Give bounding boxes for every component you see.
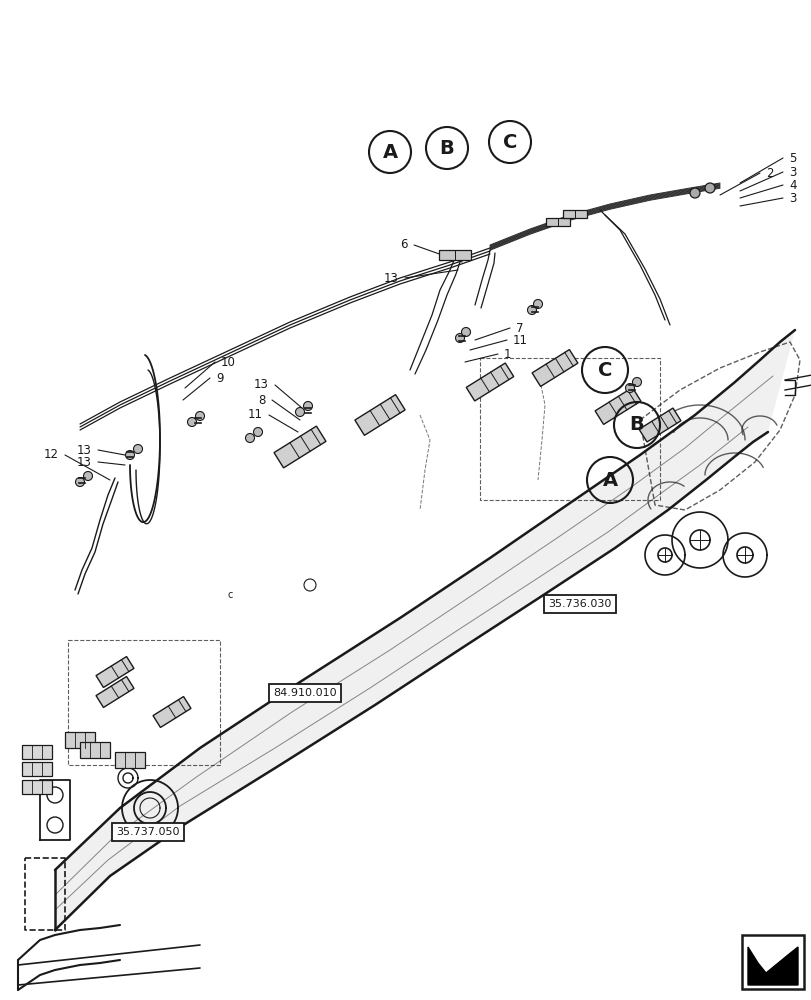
Text: 10: 10 [221,356,235,368]
Text: 2: 2 [765,167,773,180]
Text: 3: 3 [788,166,796,179]
Text: 7: 7 [515,322,523,334]
Text: 35.736.030: 35.736.030 [547,599,611,609]
Polygon shape [354,395,405,435]
Bar [562,210,586,218]
Text: B: B [629,416,644,434]
Circle shape [187,418,196,426]
Text: C: C [502,133,517,152]
Polygon shape [466,363,513,401]
Polygon shape [96,657,134,687]
Circle shape [133,444,142,454]
Bar [545,218,569,226]
Polygon shape [273,426,325,468]
Text: 12: 12 [44,448,59,462]
Circle shape [295,408,304,416]
Text: C: C [597,360,611,379]
Text: 9: 9 [216,371,223,384]
Circle shape [303,401,312,410]
Bar [22,780,52,794]
Text: 35.737.050: 35.737.050 [116,827,179,837]
Bar [22,745,52,759]
Circle shape [253,428,262,436]
Circle shape [75,478,84,487]
Circle shape [245,434,254,442]
Polygon shape [96,677,134,707]
Polygon shape [747,947,797,985]
Circle shape [704,183,714,193]
Circle shape [527,306,536,314]
Text: A: A [382,143,397,162]
Text: 1: 1 [504,348,511,360]
Polygon shape [638,408,680,442]
Text: 5: 5 [788,152,796,165]
Text: 3: 3 [788,192,796,205]
Text: 11: 11 [247,408,263,422]
Bar [115,752,145,768]
Circle shape [195,412,204,420]
Circle shape [533,300,542,308]
Bar [22,762,52,776]
Text: 4: 4 [788,179,796,192]
Circle shape [624,383,633,392]
Circle shape [461,328,470,336]
Text: 11: 11 [513,334,527,347]
Text: 13: 13 [77,456,92,468]
Polygon shape [152,697,191,727]
Circle shape [84,472,92,481]
Polygon shape [594,388,640,424]
Circle shape [632,377,641,386]
Circle shape [126,450,135,460]
Text: B: B [439,139,454,158]
Text: 8: 8 [259,393,266,406]
Text: 13: 13 [77,444,92,456]
Bar [439,250,470,260]
Circle shape [689,188,699,198]
Polygon shape [55,330,794,930]
Text: 13: 13 [384,271,398,284]
Bar [741,935,803,989]
Text: 13: 13 [254,378,268,391]
Circle shape [455,334,464,342]
Text: 84.910.010: 84.910.010 [272,688,337,698]
Text: c: c [227,590,233,600]
Text: 6: 6 [400,238,407,251]
Text: A: A [602,471,617,489]
Bar [80,742,109,758]
Polygon shape [531,350,577,386]
Bar [65,732,95,748]
